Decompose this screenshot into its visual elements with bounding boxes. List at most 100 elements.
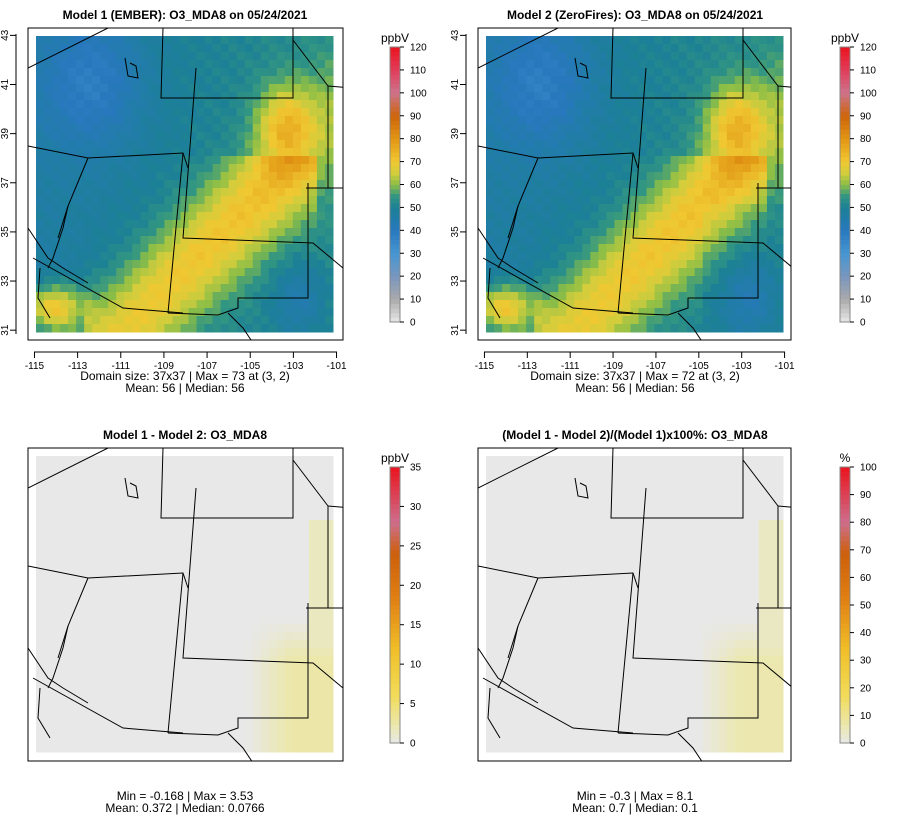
grid-cell xyxy=(710,68,720,77)
grid-cell xyxy=(678,196,688,205)
grid-cell xyxy=(510,60,519,69)
grid-cell xyxy=(100,260,109,269)
grid-cell xyxy=(750,552,760,561)
grid-cell xyxy=(308,204,318,213)
grid-cell xyxy=(228,196,238,205)
grid-cell xyxy=(510,52,519,61)
grid-cell xyxy=(284,680,294,689)
grid-cell xyxy=(622,464,631,473)
grid-cell xyxy=(502,292,511,301)
colorbar-segment xyxy=(840,285,850,291)
colorbar-segment xyxy=(390,83,400,89)
grid-cell xyxy=(662,180,672,189)
grid-cell xyxy=(204,260,214,269)
grid-cell xyxy=(124,220,133,229)
grid-cell xyxy=(76,44,85,53)
grid-cell xyxy=(324,664,334,673)
grid-cell xyxy=(766,284,776,293)
grid-cell xyxy=(276,244,286,253)
grid-cell xyxy=(180,728,190,737)
grid-cell xyxy=(148,316,157,325)
grid-cell xyxy=(566,116,575,125)
grid-cell xyxy=(60,672,69,681)
grid-cell xyxy=(92,52,101,61)
grid-cell xyxy=(758,292,768,301)
grid-cell xyxy=(766,36,776,45)
grid-cell xyxy=(726,504,736,513)
grid-cell xyxy=(76,164,85,173)
colorbar-segment xyxy=(840,157,850,162)
grid-cell xyxy=(300,504,310,513)
grid-cell xyxy=(108,204,117,213)
grid-cell xyxy=(292,560,302,569)
grid-cell xyxy=(84,488,93,497)
colorbar-segment xyxy=(840,138,850,144)
colorbar-segment xyxy=(390,253,400,259)
grid-cell xyxy=(148,308,157,317)
grid-cell xyxy=(180,252,190,261)
grid-cell xyxy=(68,720,77,729)
grid-cell xyxy=(300,464,310,473)
grid-cell xyxy=(734,84,744,93)
grid-cell xyxy=(148,672,157,681)
grid-cell xyxy=(550,300,559,309)
grid-cell xyxy=(188,172,198,181)
grid-cell xyxy=(526,204,535,213)
grid-cell xyxy=(244,164,254,173)
grid-cell xyxy=(324,316,334,325)
grid-cell xyxy=(558,252,567,261)
grid-cell xyxy=(92,308,101,317)
grid-cell xyxy=(164,504,173,513)
grid-cell xyxy=(292,640,302,649)
grid-cell xyxy=(124,172,133,181)
colorbar-segment xyxy=(840,115,850,121)
grid-cell xyxy=(52,600,61,609)
grid-cell xyxy=(236,576,246,585)
grid-cell xyxy=(92,672,101,681)
grid-cell xyxy=(734,132,744,141)
grid-cell xyxy=(124,284,133,293)
grid-cell xyxy=(606,156,615,165)
plot-frame xyxy=(477,27,792,341)
grid-cell xyxy=(750,536,760,545)
grid-cell xyxy=(774,116,784,125)
grid-cell xyxy=(276,220,286,229)
grid-cell xyxy=(228,300,238,309)
grid-cell xyxy=(774,92,784,101)
grid-cell xyxy=(132,704,141,713)
grid-cell xyxy=(284,156,294,165)
grid-cell xyxy=(324,624,334,633)
grid-cell xyxy=(76,616,85,625)
grid-cell xyxy=(646,164,656,173)
grid-cell xyxy=(742,180,752,189)
grid-cell xyxy=(260,608,270,617)
grid-cell xyxy=(494,292,503,301)
grid-cell xyxy=(702,156,712,165)
colorbar-segment xyxy=(390,303,400,309)
grid-cell xyxy=(204,44,214,53)
grid-cell xyxy=(558,552,567,561)
grid-cell xyxy=(686,108,696,117)
grid-cell xyxy=(84,100,93,109)
grid-cell xyxy=(726,172,736,181)
grid-cell xyxy=(702,108,712,117)
grid-cell xyxy=(766,116,776,125)
grid-cell xyxy=(236,244,246,253)
grid-cell xyxy=(108,84,117,93)
grid-cell xyxy=(614,552,623,561)
grid-cell xyxy=(68,180,77,189)
grid-cell xyxy=(486,512,495,521)
grid-cell xyxy=(750,520,760,529)
grid-cell xyxy=(228,648,238,657)
grid-cell xyxy=(558,156,567,165)
grid-cell xyxy=(766,212,776,221)
grid-cell xyxy=(52,188,61,197)
grid-cell xyxy=(558,316,567,325)
grid-cell xyxy=(132,520,141,529)
grid-cell xyxy=(590,148,599,157)
grid-cell xyxy=(204,640,214,649)
grid-cell xyxy=(228,608,238,617)
grid-cell xyxy=(670,52,680,61)
grid-cell xyxy=(686,512,696,521)
grid-cell xyxy=(702,204,712,213)
